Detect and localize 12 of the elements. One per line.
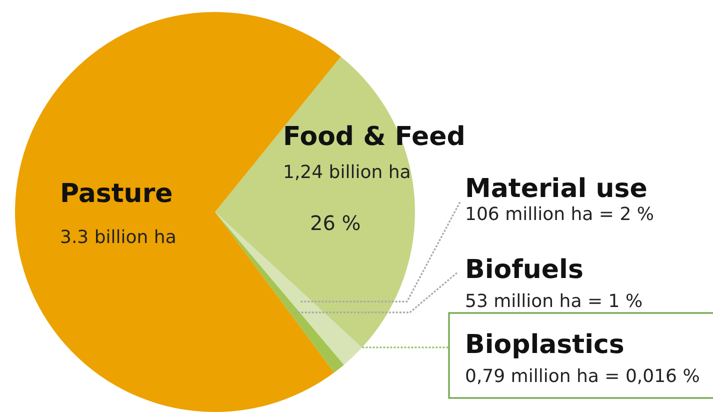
data-label: 0,79 million ha = 0,016 % — [465, 366, 700, 387]
text: 1,24 billion ha — [283, 162, 411, 183]
slice-label: Bioplastics — [465, 330, 624, 360]
slice-label: Biofuels — [465, 255, 584, 285]
data-label: 53 million ha = 1 % — [465, 291, 643, 312]
slice-label: Food & Feed — [283, 122, 466, 152]
data-label: 26 % — [310, 211, 361, 235]
data-label: 106 million ha = 2 % — [465, 204, 654, 225]
slice-label: Material use — [465, 174, 648, 204]
text: 3.3 billion ha — [60, 227, 176, 248]
pie-slice — [215, 212, 344, 373]
slice-label: Pasture — [60, 179, 173, 209]
